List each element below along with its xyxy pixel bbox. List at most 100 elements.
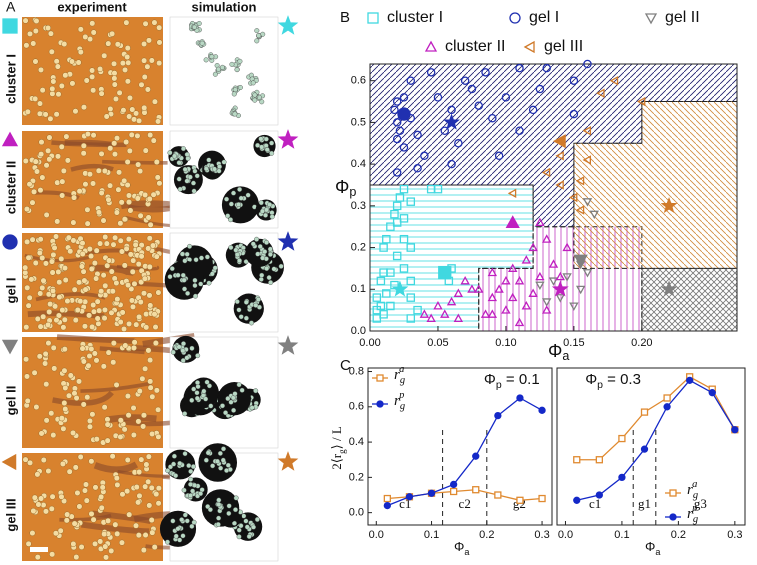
sim-particle — [231, 91, 237, 97]
particle — [156, 24, 163, 31]
sim-particle — [192, 283, 198, 289]
particle — [97, 240, 104, 247]
particle — [82, 181, 89, 188]
data-point — [618, 473, 626, 482]
sim-particle — [269, 140, 275, 146]
sim-particle — [252, 97, 258, 103]
particle — [75, 59, 82, 66]
particle — [36, 100, 44, 107]
particle — [109, 453, 116, 460]
data-point — [392, 201, 402, 211]
particle — [67, 248, 74, 255]
sim-particle — [177, 186, 183, 192]
particle — [96, 307, 103, 314]
particle — [47, 115, 54, 122]
data-point — [516, 496, 524, 504]
particle — [110, 241, 117, 248]
panel-label: A — [6, 0, 16, 15]
particle — [32, 259, 39, 267]
particle — [50, 432, 57, 439]
sim-particle — [258, 200, 264, 206]
data-point — [541, 167, 551, 178]
particle — [80, 142, 87, 149]
data-point — [454, 139, 463, 148]
particle — [30, 188, 38, 195]
legend-label-sub: g — [400, 401, 405, 412]
data-point — [399, 143, 409, 152]
particle — [111, 151, 119, 158]
sim-particle — [188, 468, 194, 474]
legend-marker — [509, 12, 521, 24]
data-point — [487, 292, 498, 302]
data-point — [467, 284, 477, 293]
particle — [123, 245, 130, 252]
particle — [155, 289, 162, 296]
data-point — [383, 501, 391, 510]
sim-particle — [199, 40, 205, 46]
particle — [64, 157, 71, 164]
particle — [131, 339, 138, 346]
particle — [86, 171, 93, 178]
particle — [35, 501, 42, 508]
particle — [146, 263, 153, 270]
data-point — [406, 197, 416, 206]
particle — [56, 279, 63, 286]
sim-particle — [167, 274, 173, 280]
x-tick-label: 0.10 — [495, 337, 516, 349]
particle — [94, 315, 101, 322]
data-point — [535, 271, 545, 281]
sim-particle — [264, 207, 270, 213]
sim-particle — [209, 271, 215, 277]
particle — [25, 254, 32, 261]
data-point — [487, 267, 498, 277]
stripe — [92, 510, 152, 524]
particle — [105, 196, 112, 203]
region-label: g3 — [694, 496, 707, 511]
y-tick-label: 0.3 — [351, 200, 366, 212]
particle — [86, 352, 93, 360]
particle — [129, 106, 136, 113]
particle — [59, 178, 66, 185]
sim-particle — [243, 259, 249, 265]
sim-particle — [198, 281, 204, 287]
particle — [135, 161, 142, 168]
sim-particle — [173, 533, 179, 539]
data-point — [433, 184, 443, 194]
sim-particle — [190, 464, 196, 470]
data-point — [406, 76, 416, 85]
particle — [108, 268, 115, 275]
particle — [51, 244, 58, 251]
particle — [80, 358, 87, 365]
particle — [25, 540, 32, 547]
sim-particle — [229, 61, 235, 67]
data-point — [406, 243, 416, 252]
particle — [119, 60, 126, 67]
particle — [146, 235, 153, 242]
particle — [43, 417, 50, 424]
legend-label: rgp — [687, 503, 698, 525]
data-point — [528, 242, 538, 252]
particle — [110, 340, 117, 347]
particle — [77, 49, 84, 56]
data-point — [392, 251, 402, 261]
sim-particle — [225, 462, 231, 468]
particle — [86, 245, 93, 253]
particle — [22, 17, 29, 24]
data-point — [548, 277, 559, 286]
particle — [113, 209, 120, 216]
particle — [112, 95, 120, 103]
particle — [89, 20, 96, 27]
particle — [28, 276, 35, 283]
particle — [55, 91, 62, 98]
particle — [101, 52, 108, 59]
particle — [108, 547, 115, 554]
data-point — [379, 310, 388, 319]
particle — [98, 493, 105, 500]
particle — [84, 206, 91, 213]
particle — [33, 403, 40, 411]
particle — [108, 309, 115, 316]
sim-particle — [184, 251, 190, 257]
particle — [130, 431, 137, 439]
particle — [142, 365, 149, 372]
sim-particle — [184, 355, 190, 361]
